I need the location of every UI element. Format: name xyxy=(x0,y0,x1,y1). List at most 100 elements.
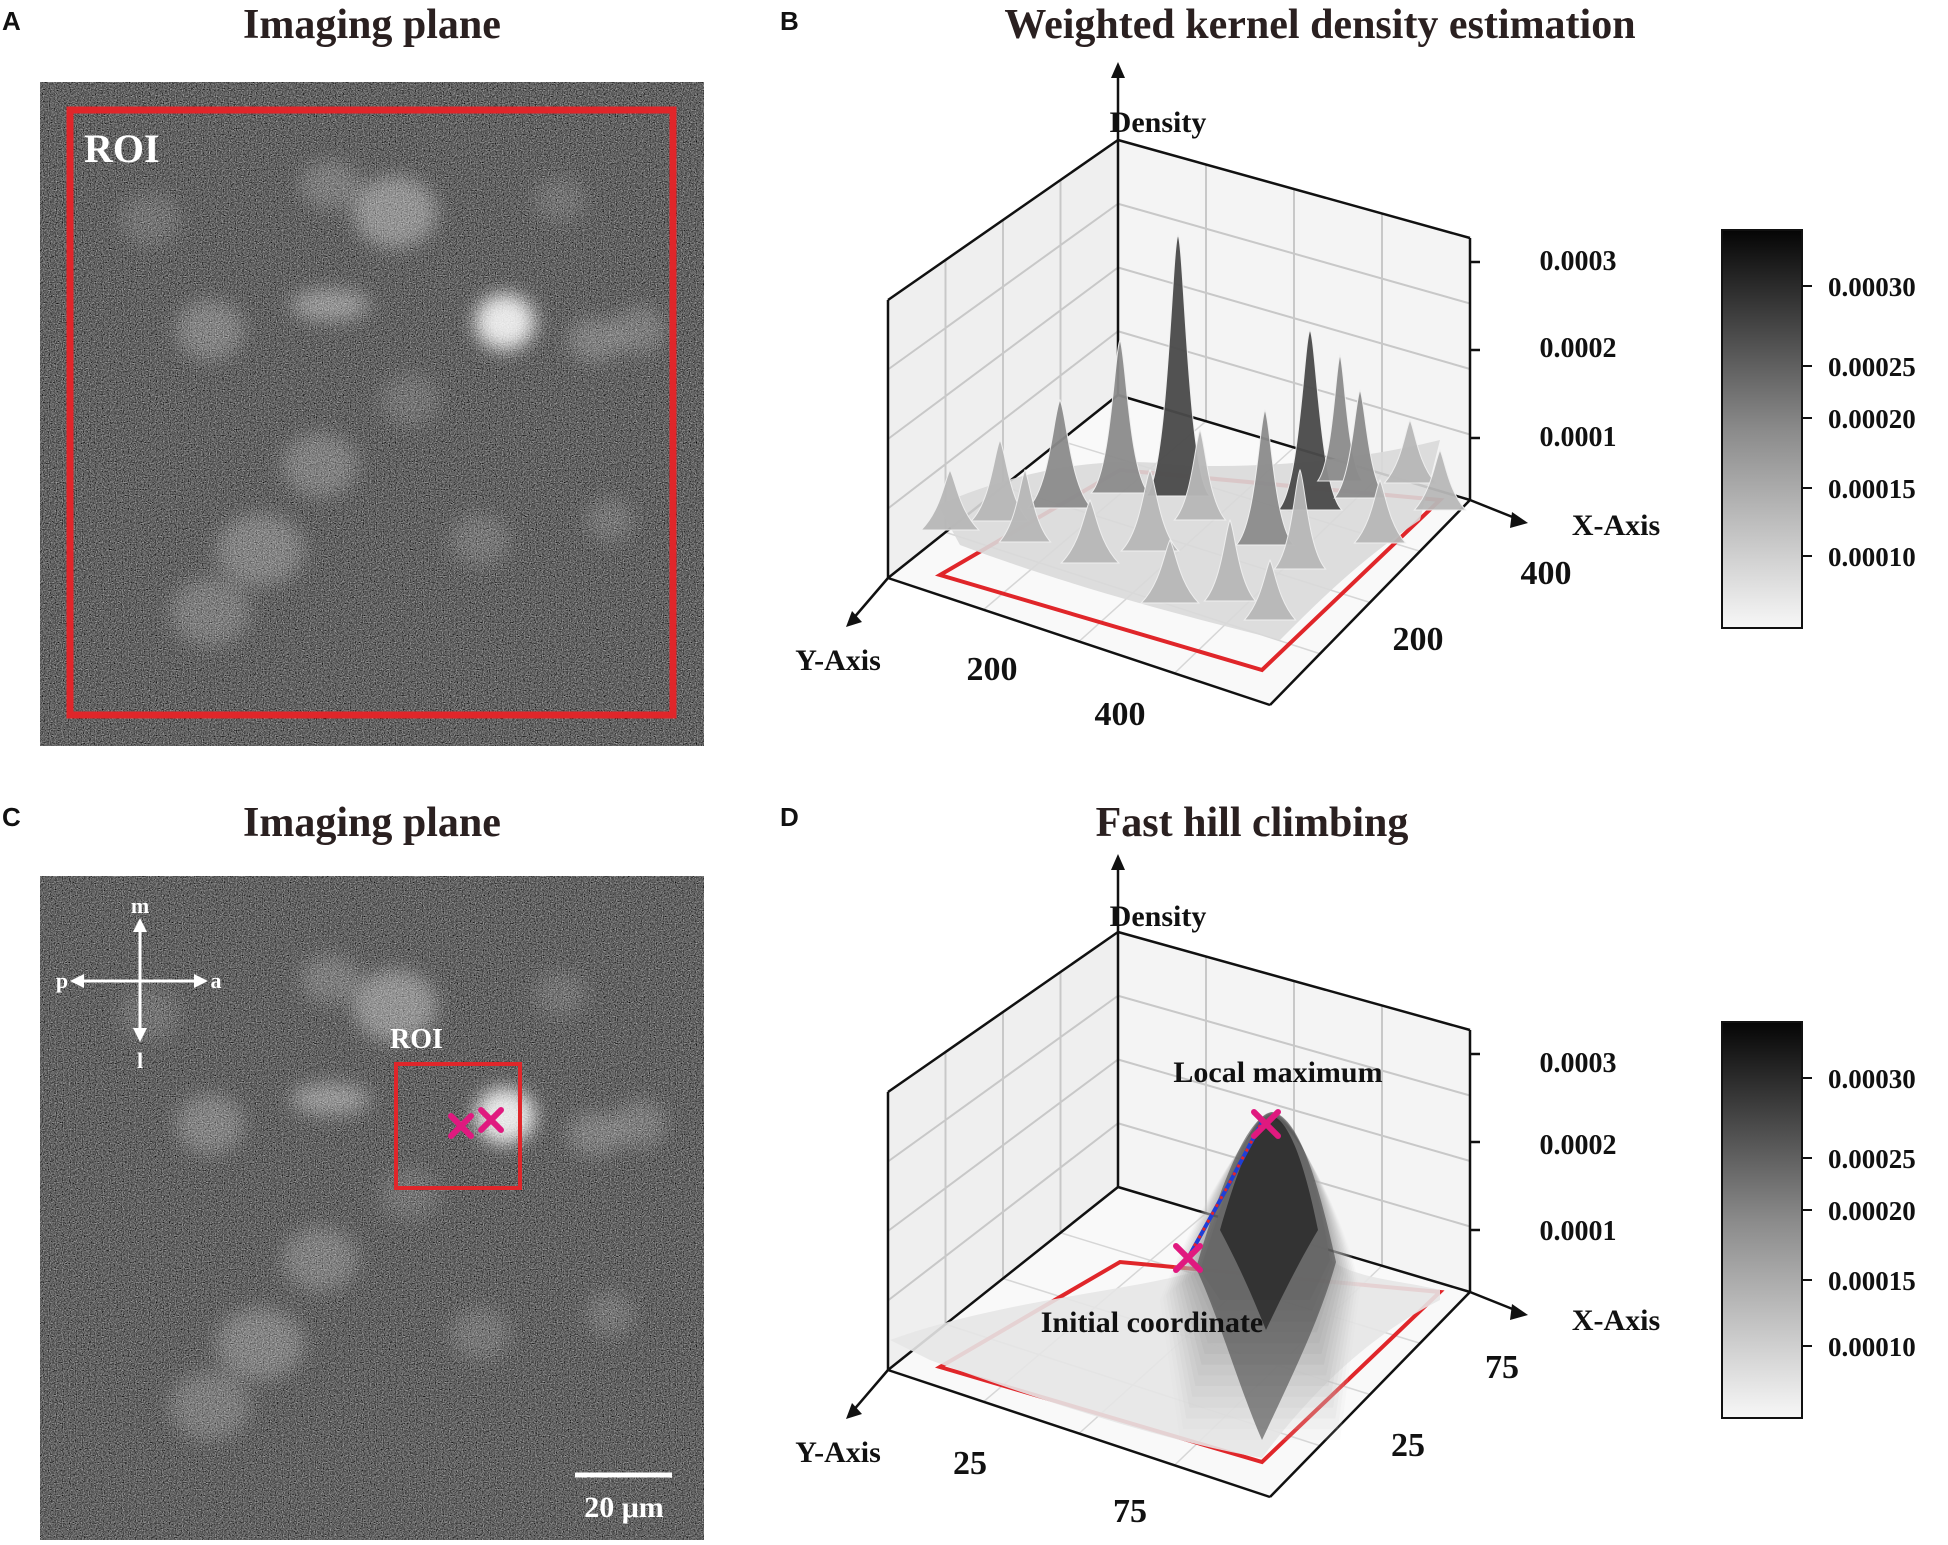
y-tick-d-0: 25 xyxy=(953,1445,987,1482)
surface-peak xyxy=(1173,428,1227,521)
y-axis-label-d: Y-Axis xyxy=(795,1436,881,1469)
surface-peak xyxy=(1120,468,1180,552)
cell-blob xyxy=(475,294,535,350)
cell-blob xyxy=(176,300,244,360)
colorbar-d-tick-3: 0.00015 xyxy=(1828,1266,1916,1296)
y-tick-b-1: 400 xyxy=(1095,696,1146,733)
cell-blob xyxy=(300,161,360,209)
surface-peak xyxy=(1144,234,1212,497)
surface-peak xyxy=(1026,399,1094,509)
box-edge xyxy=(1269,499,1471,706)
cell-blob xyxy=(353,970,437,1042)
surface-peak xyxy=(1353,478,1407,544)
cell-blob xyxy=(353,176,437,248)
orientation-l: l xyxy=(137,1048,143,1073)
surface-hill-top xyxy=(1220,1116,1318,1330)
surface-peak xyxy=(1413,448,1467,511)
cell-blob xyxy=(300,955,360,1003)
arrowhead xyxy=(1111,854,1125,870)
x-tick-b-1: 200 xyxy=(1393,621,1444,658)
cell-blob xyxy=(450,514,510,566)
z-tick-b-2: 0.0001 xyxy=(1540,422,1617,453)
y-tick-b-0: 200 xyxy=(967,651,1018,688)
x-tick-b-0: 400 xyxy=(1521,555,1572,592)
panel-a: A Imaging plane ROI xyxy=(2,2,704,746)
colorbar-b-tick-4: 0.00010 xyxy=(1828,542,1916,572)
annotation-initial-coordinate: Initial coordinate xyxy=(1041,1306,1264,1339)
surface-peak xyxy=(1333,388,1387,499)
colorbar-b xyxy=(1721,229,1812,629)
box-edge xyxy=(887,930,1119,1094)
cell-blob xyxy=(450,1308,510,1360)
orientation-compass xyxy=(70,918,208,1042)
y-tick-d-1: 75 xyxy=(1113,1493,1147,1530)
cell-blob xyxy=(567,1112,623,1156)
panel-b: B Weighted kernel density estimation Den… xyxy=(780,2,1916,733)
cell-blob xyxy=(290,289,370,321)
z-axis-label-b: Density xyxy=(1110,106,1207,139)
y-axis-arrow xyxy=(851,577,889,621)
x-tick-d-0: 75 xyxy=(1485,1349,1519,1386)
surface-peak xyxy=(1090,338,1150,494)
panel-title-c: Imaging plane xyxy=(243,800,501,846)
hill-climb-markers-c xyxy=(448,1107,504,1139)
roi-box-c xyxy=(394,1062,522,1190)
z-tick-d-0: 0.0003 xyxy=(1540,1048,1617,1079)
hill-climb-path-d xyxy=(1186,1117,1266,1259)
cell-blob xyxy=(380,374,440,426)
box-edge xyxy=(887,1368,1271,1499)
z-tick-b-1: 0.0002 xyxy=(1540,333,1617,364)
density-surface-b xyxy=(920,234,1467,640)
y-axis-arrow xyxy=(851,1369,889,1413)
y-axis-label-b: Y-Axis xyxy=(795,644,881,677)
panel-label-a: A xyxy=(2,6,21,36)
panel-d: D Fast hill climbing Local maximum Initi… xyxy=(780,800,1916,1530)
cell-blob xyxy=(170,1372,250,1440)
panel-label-b: B xyxy=(780,6,799,36)
surface-peak xyxy=(1140,538,1200,604)
box-edge xyxy=(887,576,1271,707)
x-axis-label-b: X-Axis xyxy=(1572,509,1660,542)
panel-label-d: D xyxy=(780,802,799,832)
arrowhead xyxy=(1510,512,1528,528)
panel-title-a: Imaging plane xyxy=(243,2,501,48)
cell-blob xyxy=(586,498,634,542)
cell-blob xyxy=(216,1308,304,1380)
cell-blob xyxy=(614,1100,666,1148)
colorbar-d-tick-0: 0.00030 xyxy=(1828,1064,1916,1094)
box-edge xyxy=(1117,138,1471,240)
roi-label-a: ROI xyxy=(84,126,160,171)
initial-coordinate-marker xyxy=(1173,1243,1203,1273)
arrowhead xyxy=(846,611,862,627)
cell-blob xyxy=(567,318,623,362)
cell-blob xyxy=(290,1083,370,1115)
colorbar-d-tick-2: 0.00020 xyxy=(1828,1196,1916,1226)
cell-blob xyxy=(534,972,586,1016)
surface-peak xyxy=(1243,558,1297,621)
panel-title-b: Weighted kernel density estimation xyxy=(1004,2,1635,48)
box-edge xyxy=(1269,1291,1471,1498)
colorbar-d xyxy=(1721,1021,1812,1419)
surface-peak xyxy=(998,468,1052,543)
roi-label-c: ROI xyxy=(390,1024,443,1055)
micrograph-c xyxy=(40,876,704,1540)
colorbar-b-tick-3: 0.00015 xyxy=(1828,474,1916,504)
colorbar-d-tick-4: 0.00010 xyxy=(1828,1332,1916,1362)
z-tick-d-2: 0.0001 xyxy=(1540,1216,1617,1247)
x-axis-label-d: X-Axis xyxy=(1572,1304,1660,1337)
z-tick-d-1: 0.0002 xyxy=(1540,1130,1617,1161)
cell-blob xyxy=(120,988,180,1040)
surface-peak xyxy=(1060,498,1120,564)
cell-bodies-a xyxy=(120,161,666,646)
local-maximum-marker xyxy=(1251,1109,1281,1139)
surface-peak xyxy=(1203,518,1257,602)
surface-peak xyxy=(1273,468,1327,570)
cell-blob xyxy=(216,514,304,586)
colorbar-b-tick-2: 0.00020 xyxy=(1828,404,1916,434)
cell-blob xyxy=(176,1094,244,1154)
colorbar-b-tick-0: 0.00030 xyxy=(1828,272,1916,302)
x-tick-d-1: 25 xyxy=(1391,1427,1425,1464)
cell-blob xyxy=(282,1227,358,1291)
